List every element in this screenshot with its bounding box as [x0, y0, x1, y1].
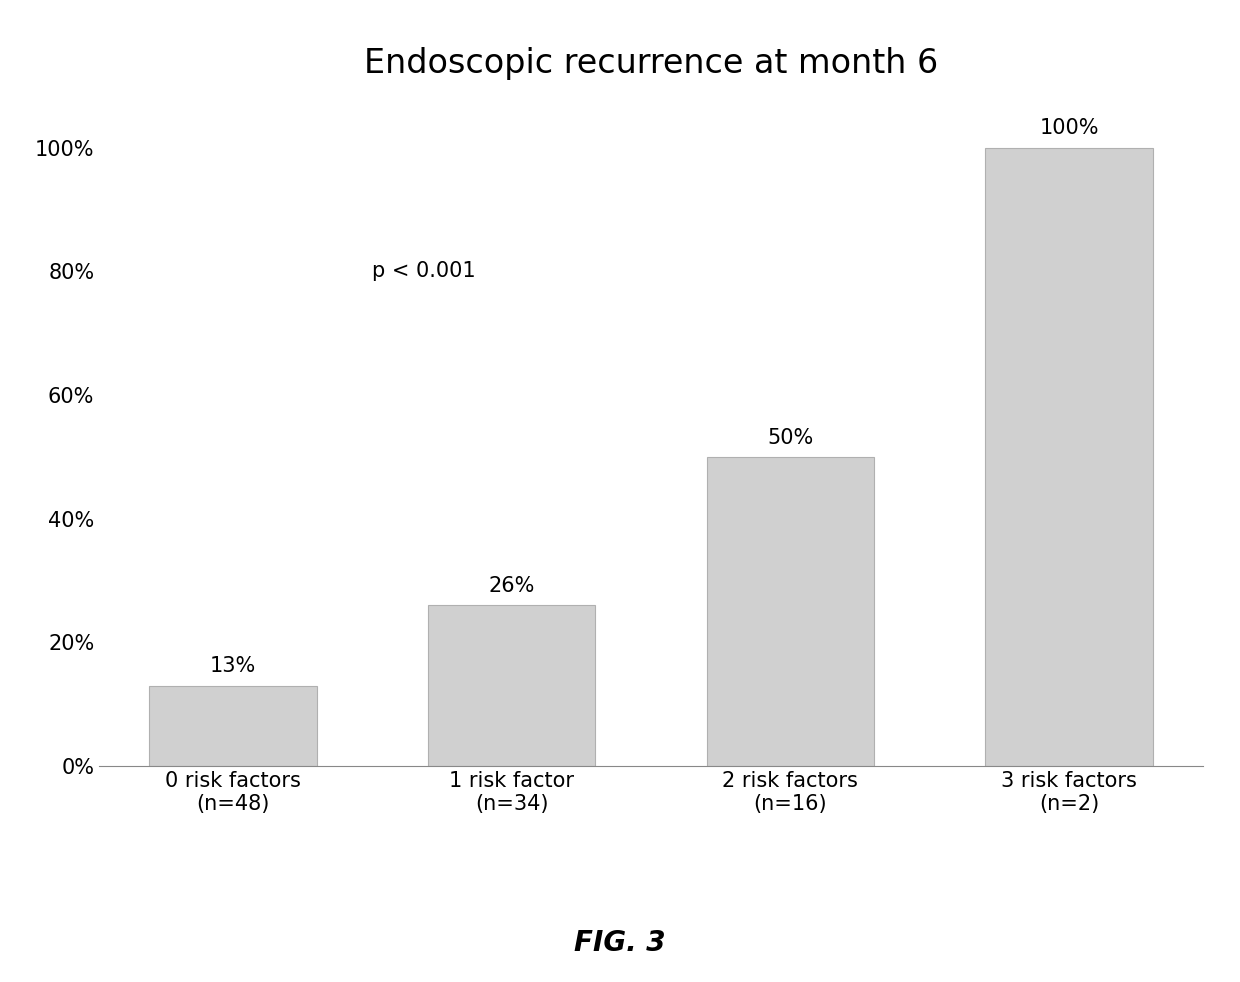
Bar	[986, 147, 1153, 766]
Bar	[707, 457, 874, 766]
Text: FIG. 3: FIG. 3	[574, 929, 666, 956]
Text: 26%: 26%	[489, 575, 534, 596]
Text: 13%: 13%	[210, 656, 257, 677]
Title: Endoscopic recurrence at month 6: Endoscopic recurrence at month 6	[363, 47, 939, 81]
Bar	[149, 685, 316, 766]
Text: p < 0.001: p < 0.001	[372, 261, 476, 281]
Bar	[428, 605, 595, 766]
Text: 100%: 100%	[1039, 119, 1099, 138]
Text: 50%: 50%	[768, 427, 813, 448]
